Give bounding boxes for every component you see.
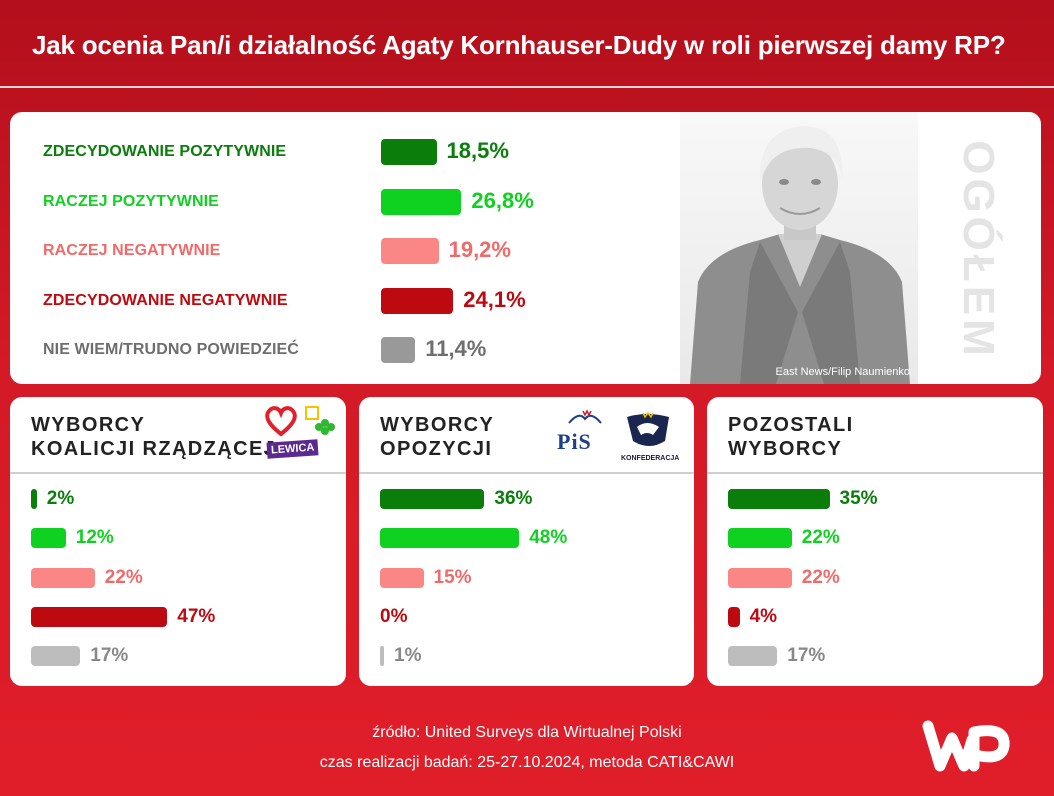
value-label: 0% bbox=[380, 605, 408, 627]
bar-row: 15% bbox=[359, 566, 694, 590]
source-note: źródło: United Surveys dla Wirtualnej Po… bbox=[372, 724, 682, 741]
value-label: 11,4% bbox=[425, 336, 487, 361]
bar bbox=[381, 287, 454, 314]
photo-credit: East News/Filip Naumienko bbox=[775, 366, 911, 378]
bar bbox=[380, 528, 520, 549]
category-label: RACZEJ POZYTYWNIE bbox=[43, 192, 219, 210]
value-label: 48% bbox=[529, 527, 568, 549]
bar-row: 22% bbox=[10, 566, 346, 590]
category-label: ZDECYDOWANIE NEGATYWNIE bbox=[43, 291, 288, 309]
bar bbox=[728, 528, 792, 549]
value-label: 35% bbox=[839, 488, 878, 509]
bar-row: 35% bbox=[707, 487, 1043, 511]
bar-row: 47% bbox=[10, 605, 346, 629]
bar-row: RACZEJ NEGATYWNIE 19,2% bbox=[10, 237, 670, 267]
bar-row: 48% bbox=[359, 526, 694, 550]
wp-logo-icon bbox=[922, 720, 1010, 772]
konfederacja-logo: KONFEDERACJA bbox=[621, 411, 680, 462]
konfederacja-crest-icon bbox=[627, 411, 669, 446]
eagle-icon bbox=[568, 409, 602, 424]
bar bbox=[381, 238, 439, 264]
bar-row: 22% bbox=[707, 566, 1043, 590]
value-label: 36% bbox=[494, 488, 533, 509]
bar bbox=[380, 489, 485, 509]
value-label: 18,5% bbox=[446, 138, 509, 163]
bar-row: 2% bbox=[10, 487, 346, 511]
lewica-logo: LEWICA bbox=[266, 439, 319, 459]
portrait-illustration bbox=[690, 126, 910, 384]
value-label: 17% bbox=[787, 645, 826, 667]
bar bbox=[380, 646, 384, 667]
value-label: 17% bbox=[90, 645, 129, 667]
bar-row: 36% bbox=[359, 487, 694, 511]
bar-row: ZDECYDOWANIE NEGATYWNIE 24,1% bbox=[10, 287, 670, 317]
bar bbox=[380, 567, 424, 588]
portrait-photo: East News/Filip Naumienko bbox=[680, 112, 918, 384]
bar bbox=[381, 337, 416, 363]
panel-title: POZOSTALI WYBORCY bbox=[728, 414, 854, 460]
bar-row: 17% bbox=[10, 644, 346, 668]
chart-title: Jak ocenia Pan/i działalność Agaty Kornh… bbox=[32, 30, 1006, 60]
heart-icon bbox=[265, 406, 297, 437]
bar bbox=[31, 489, 37, 509]
category-label: NIE WIEM/TRUDNO POWIEDZIEĆ bbox=[43, 341, 299, 358]
bar bbox=[31, 567, 95, 588]
value-label: 2% bbox=[46, 488, 75, 509]
bar bbox=[31, 606, 168, 627]
bar-row: 0% bbox=[359, 605, 694, 629]
bar bbox=[728, 489, 830, 509]
panel-divider bbox=[707, 472, 1043, 474]
value-label: 22% bbox=[801, 566, 840, 588]
clover-icon bbox=[305, 406, 335, 435]
bar-row: NIE WIEM/TRUDNO POWIEDZIEĆ 11,4% bbox=[10, 336, 670, 366]
value-label: 1% bbox=[394, 645, 422, 667]
bar bbox=[381, 188, 462, 215]
bar bbox=[381, 139, 437, 165]
section-label: OGÓŁEM bbox=[928, 130, 1028, 370]
title-divider bbox=[0, 86, 1054, 88]
other-voters-panel: POZOSTALI WYBORCY 35% 22% 22% 4% 17% bbox=[707, 397, 1043, 686]
value-label: 22% bbox=[801, 527, 840, 549]
category-label: ZDECYDOWANIE POZYTYWNIE bbox=[43, 143, 287, 160]
bar-row: 22% bbox=[707, 526, 1043, 550]
bar bbox=[728, 606, 740, 627]
pis-logo: PiS bbox=[557, 409, 617, 459]
category-label: RACZEJ NEGATYWNIE bbox=[43, 242, 221, 259]
value-label: 47% bbox=[177, 605, 216, 627]
bar-row: 1% bbox=[359, 644, 694, 668]
coalition-logos: LEWICA bbox=[263, 405, 341, 465]
panel-title: WYBORCY KOALICJI RZĄDZĄCEJ bbox=[31, 414, 277, 460]
bar-row: 17% bbox=[707, 644, 1043, 668]
value-label: 26,8% bbox=[471, 187, 534, 213]
konfederacja-logo-text: KONFEDERACJA bbox=[621, 455, 680, 462]
pis-logo-text: PiS bbox=[557, 429, 592, 454]
panel-title: WYBORCY OPOZYCJI bbox=[380, 414, 495, 460]
bar-row: 4% bbox=[707, 605, 1043, 629]
value-label: 15% bbox=[433, 566, 472, 588]
bar bbox=[31, 646, 81, 667]
opposition-voters-panel: WYBORCY OPOZYCJI PiS KONFEDERACJA 36% 48%… bbox=[359, 397, 694, 686]
value-label: 19,2% bbox=[448, 237, 511, 262]
bar bbox=[728, 567, 792, 588]
coalition-voters-panel: WYBORCY KOALICJI RZĄDZĄCEJ LEWICA 2% 12% 2… bbox=[10, 397, 346, 686]
bar-row: RACZEJ POZYTYWNIE 26,8% bbox=[10, 188, 670, 218]
bar bbox=[31, 528, 66, 549]
bar-row: 12% bbox=[10, 526, 346, 550]
value-label: 24,1% bbox=[463, 286, 526, 312]
value-label: 12% bbox=[75, 527, 114, 549]
overall-results-panel: ZDECYDOWANIE POZYTYWNIE 18,5% RACZEJ POZYT… bbox=[10, 112, 1041, 384]
panel-divider bbox=[10, 472, 346, 474]
value-label: 22% bbox=[104, 566, 143, 588]
bar bbox=[728, 646, 778, 667]
bar-row: ZDECYDOWANIE POZYTYWNIE 18,5% bbox=[10, 138, 670, 168]
panel-divider bbox=[359, 472, 694, 474]
section-label-text: OGÓŁEM bbox=[954, 140, 1003, 360]
value-label: 4% bbox=[749, 605, 778, 627]
survey-period-note: czas realizacji badań: 25-27.10.2024, me… bbox=[319, 754, 735, 771]
